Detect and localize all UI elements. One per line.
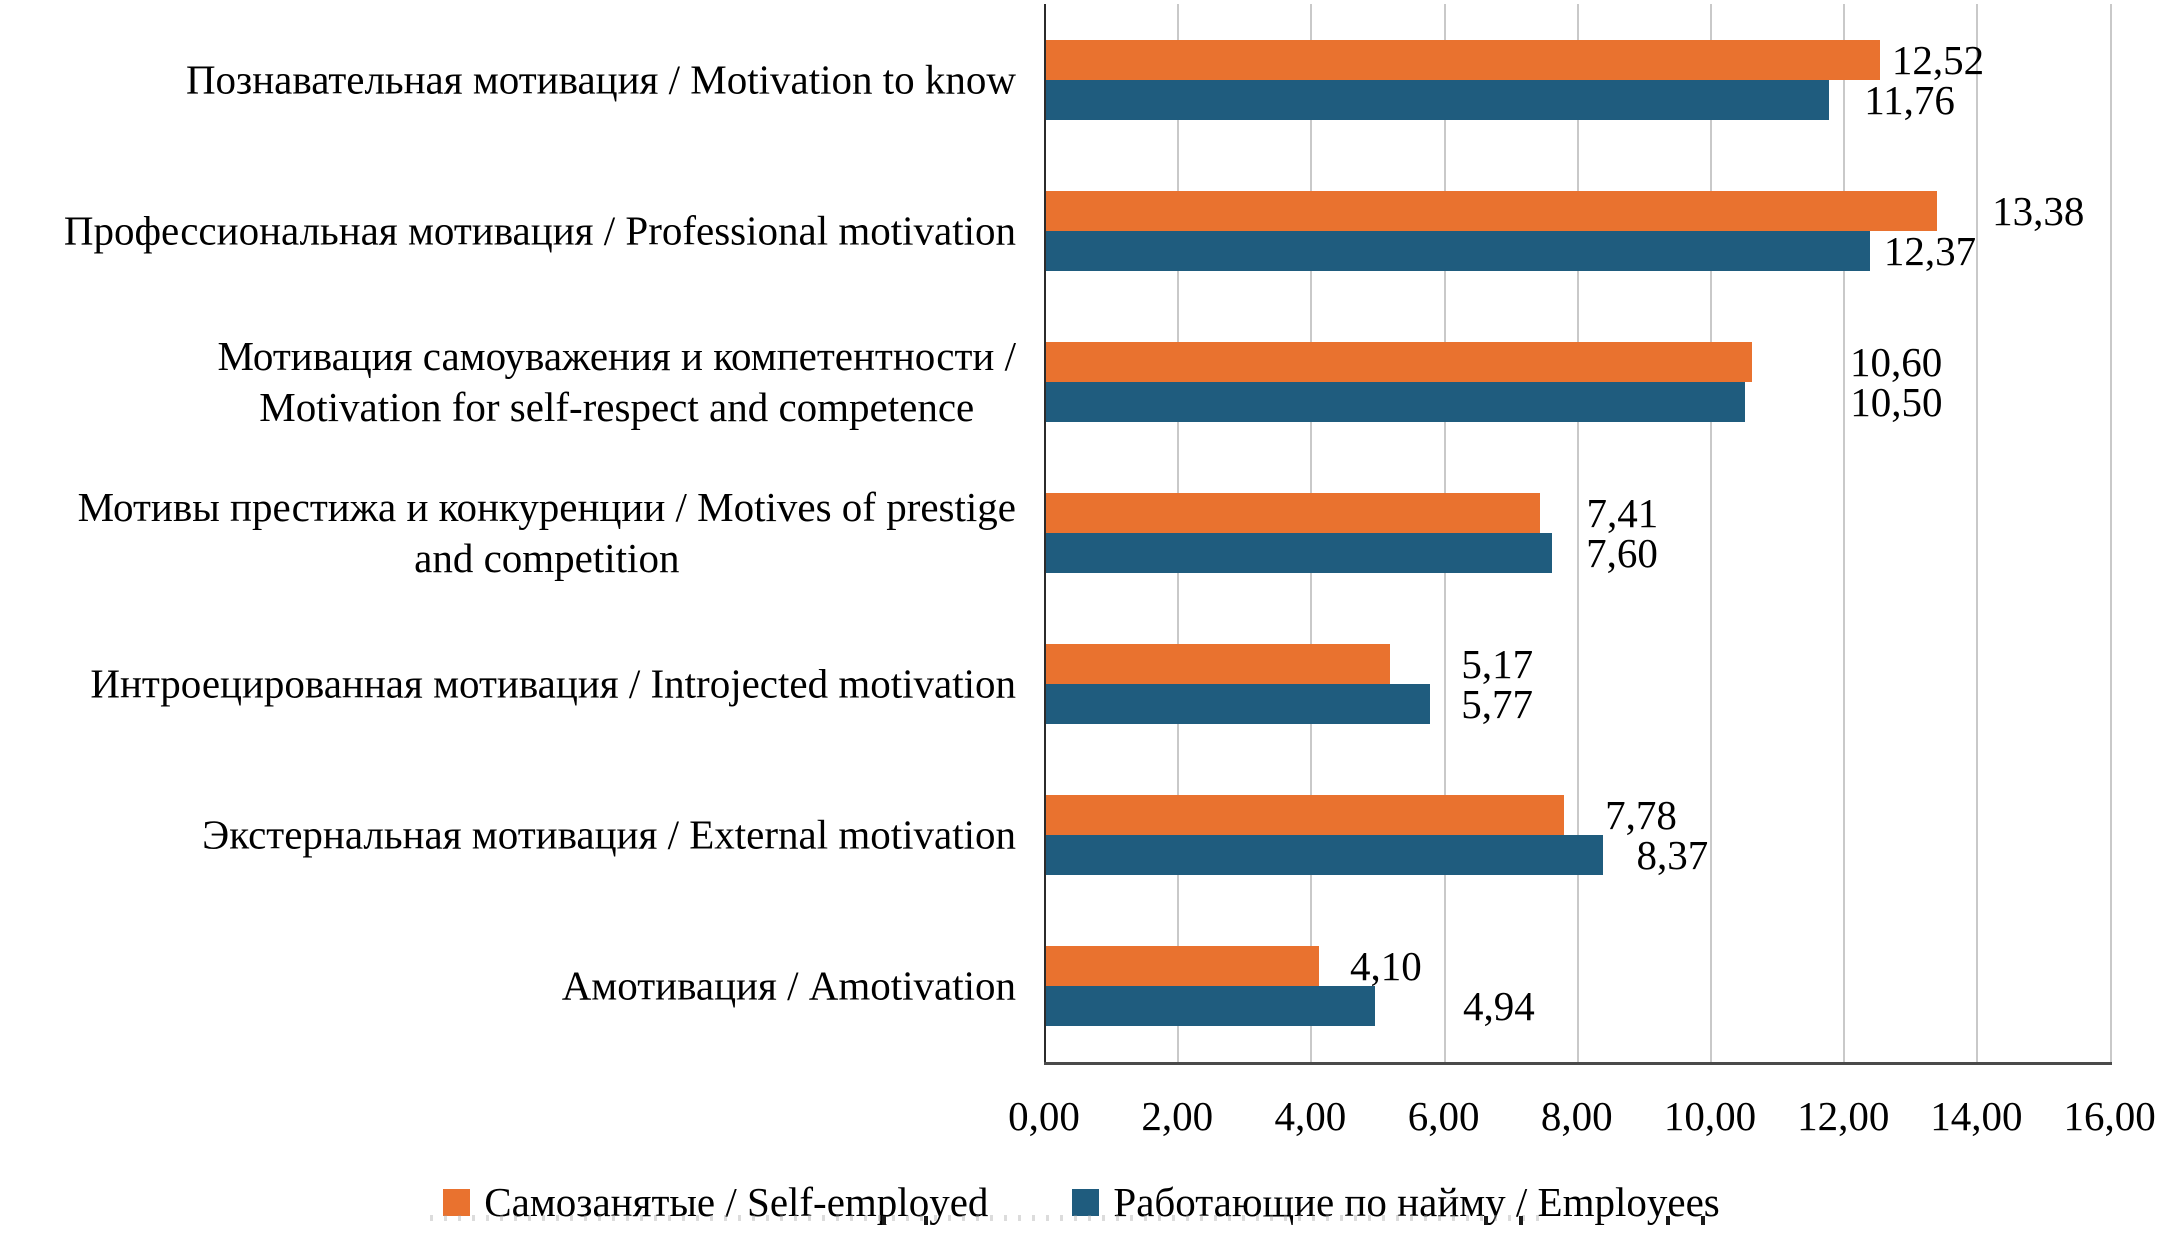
x-axis-tick-label: 12,00 [1797,1093,1890,1139]
x-axis-tick-label: 10,00 [1663,1093,1757,1139]
category-label: Экстернальная мотивация / External motiv… [202,811,1016,858]
value-label: 5,77 [1461,681,1534,728]
cropped-glyph-top [924,1216,928,1225]
value-label: 5,17 [1461,641,1534,688]
x-axis-tick-label: 8,00 [1540,1093,1613,1139]
cropped-glyph-top [1519,1216,1523,1225]
cropped-glyph-top [1701,1216,1705,1225]
bar-self-employed [1046,795,1565,836]
x-axis-tick-label: 16,00 [2063,1093,2156,1139]
bar-employees [1046,986,1375,1027]
value-label: 10,50 [1850,378,1943,425]
value-label: 10,60 [1849,338,1943,385]
x-axis-tick-label: 2,00 [1141,1093,1214,1139]
value-label: 11,76 [1864,76,1955,123]
bar-employees [1046,684,1431,725]
x-axis-line [1044,1062,2112,1065]
gridline [1576,4,1579,1062]
bar-employees [1046,835,1604,876]
cropped-glyph-top [1484,1216,1488,1225]
value-label: 12,37 [1883,227,1977,274]
x-axis-tick-label: 14,00 [1930,1093,2023,1139]
legend-item: Работающие по найму / Employees [1072,1178,1720,1226]
category-label: Познавательная мотивация / Motivation to… [185,56,1016,103]
bar-employees [1046,230,1870,271]
cropped-caption-remnant [430,1215,1550,1221]
category-label: Интроецированная мотивация / Introjected… [90,660,1016,707]
cropped-glyph-top [882,1216,886,1225]
bar-self-employed [1046,341,1752,382]
gridline [1976,4,1979,1062]
gridline [1843,4,1846,1062]
category-label: Профессиональная мотивация / Professiona… [63,207,1016,254]
bar-self-employed [1046,946,1320,987]
gridline [1710,4,1712,1062]
bar-self-employed [1046,190,1938,231]
cropped-glyph-top [1666,1216,1670,1225]
x-axis-tick-label: 6,00 [1407,1093,1480,1139]
x-axis-tick-label: 0,00 [1008,1093,1080,1139]
value-label: 7,60 [1586,530,1658,576]
value-label: 8,37 [1636,832,1709,879]
category-label: Мотивация самоуважения и компетентности … [217,332,1017,430]
category-label: Мотивы престижа и конкуренции / Motives … [77,484,1016,581]
legend-label: Работающие по найму / Employees [1113,1179,1720,1225]
value-label: 4,94 [1463,983,1535,1030]
bar-self-employed [1046,39,1880,80]
value-label: 7,41 [1586,490,1659,536]
legend-label: Самозанятые / Self-employed [484,1179,989,1225]
bar-self-employed [1046,644,1391,685]
bar-employees [1046,533,1553,573]
bar-self-employed [1046,493,1540,533]
value-label: 13,38 [1992,187,2085,234]
x-axis-tick-label: 4,00 [1274,1093,1347,1139]
value-label: 4,10 [1350,943,1422,990]
legend: Самозанятые / Self-employed Работающие по… [0,1178,2163,1226]
gridline [2109,4,2112,1062]
legend-swatch-self-employed [443,1188,471,1216]
value-label: 12,52 [1891,36,1985,83]
legend-item: Самозанятые / Self-employed [443,1178,988,1226]
legend-swatch-employees [1072,1188,1100,1216]
category-label: Амотивация / Amotivation [561,962,1016,1009]
y-axis-line [1044,4,1046,1062]
bar-employees [1046,381,1746,422]
value-label: 7,78 [1605,792,1677,839]
bar-employees [1046,79,1830,120]
